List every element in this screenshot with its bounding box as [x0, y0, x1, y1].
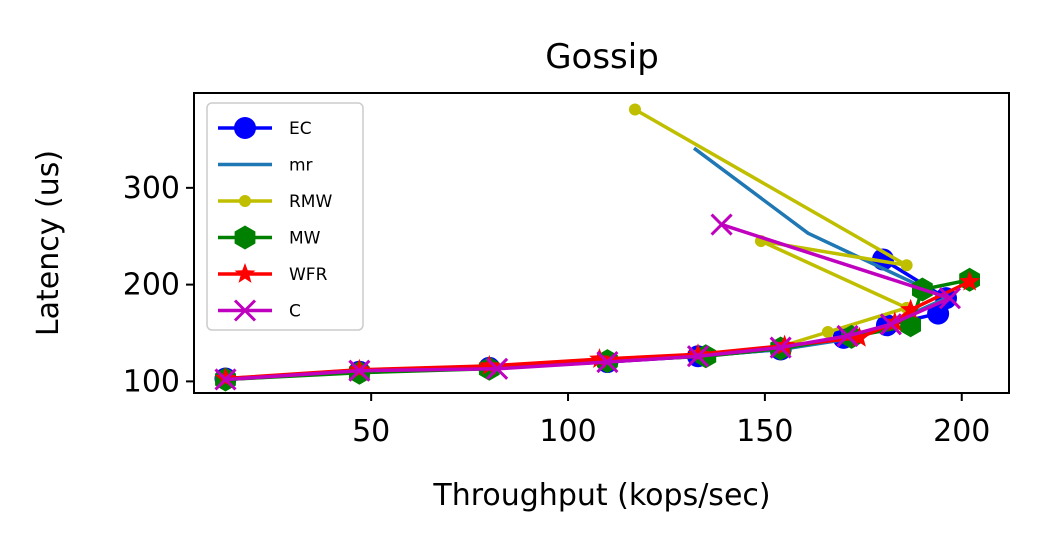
legend-label-mw: MW	[289, 229, 321, 249]
data-point-wfr	[478, 354, 500, 375]
data-point-wfr	[959, 270, 981, 291]
legend-marker-wfr	[234, 263, 256, 283]
data-point-rmw	[821, 326, 834, 339]
data-point-rmw	[900, 259, 913, 272]
data-point-rmw	[628, 103, 641, 116]
data-point-wfr	[687, 343, 709, 364]
data-point-c	[769, 336, 792, 359]
chart-title: Gossip	[545, 37, 659, 77]
data-point-c	[486, 357, 509, 380]
legend-item-ec: EC	[218, 117, 312, 139]
data-point-c	[596, 350, 619, 374]
series-c	[214, 213, 962, 391]
legend-marker-rmw	[239, 195, 251, 207]
legend-box	[206, 102, 364, 331]
y-axis-label: Latency (us)	[31, 150, 66, 336]
y-tick-label: 100	[123, 364, 180, 399]
legend-label-ec: EC	[289, 119, 312, 139]
legend: EC mr RMW MW WFR C	[206, 102, 364, 331]
legend-marker-ec	[234, 117, 256, 139]
series-line-c	[225, 222, 952, 382]
x-axis-label: Throughput (kops/sec)	[432, 478, 770, 513]
data-point-c	[214, 368, 237, 391]
legend-item-rmw: RMW	[218, 192, 332, 212]
x-tick-label: 50	[352, 414, 390, 449]
data-point-wfr	[589, 348, 610, 368]
legend-item-mw: MW	[218, 225, 321, 250]
legend-label-wfr: WFR	[289, 265, 328, 285]
data-point-wfr	[900, 298, 921, 319]
legend-label-mr: mr	[289, 156, 313, 176]
axis-ticks: 50 100 150 200 100 200 300	[123, 171, 991, 449]
legend-marker-mw	[234, 225, 256, 250]
y-tick-label: 200	[123, 268, 180, 303]
legend-marker-c	[233, 299, 257, 322]
data-point-c	[710, 213, 733, 236]
x-tick-label: 150	[736, 414, 793, 449]
legend-label-c: C	[289, 302, 301, 322]
legend-item-wfr: WFR	[218, 263, 328, 285]
x-tick-label: 200	[933, 414, 990, 449]
y-tick-label: 300	[123, 171, 180, 206]
data-point-c	[348, 359, 371, 382]
data-point-c	[938, 287, 962, 310]
data-point-c	[879, 313, 902, 336]
data-point-wfr	[848, 326, 870, 347]
plot-area	[214, 103, 981, 392]
data-point-c	[836, 324, 859, 347]
legend-label-rmw: RMW	[289, 192, 332, 212]
axes-frame	[193, 92, 1010, 394]
legend-item-c: C	[218, 299, 301, 322]
data-point-c	[686, 345, 710, 368]
x-tick-label: 100	[539, 414, 596, 449]
legend-item-mr: mr	[218, 156, 313, 176]
